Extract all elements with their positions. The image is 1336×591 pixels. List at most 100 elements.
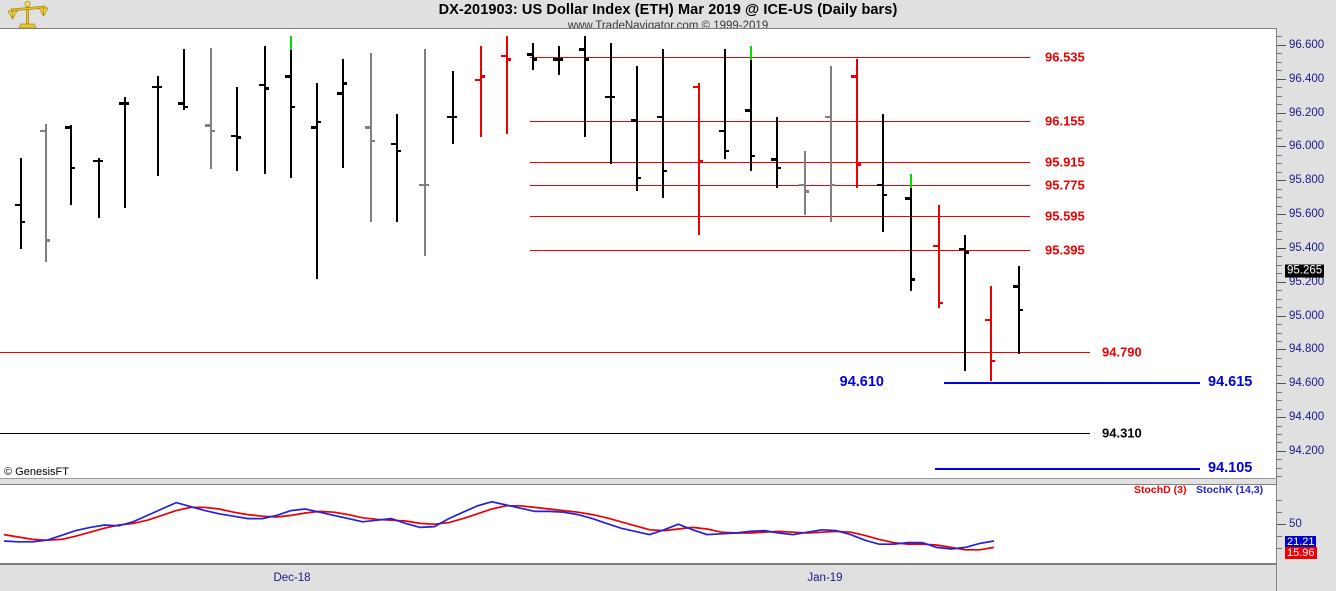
ohlc-bar[interactable] (231, 29, 242, 478)
level-line[interactable] (530, 56, 1030, 58)
ohlc-bar[interactable] (40, 29, 51, 478)
ohlc-bar[interactable] (877, 29, 888, 478)
price-chart-pane[interactable]: 96.535 96.155 95.915 95.775 95.595 95.395 94.7… (0, 28, 1276, 478)
ohlc-bar[interactable] (285, 29, 296, 478)
level-label[interactable]: 95.775 (1045, 177, 1085, 193)
axis-minor-tick (1277, 400, 1282, 402)
bar-high-low (938, 204, 941, 309)
ohlc-bar[interactable] (693, 29, 704, 478)
axis-tick (1277, 214, 1286, 216)
bar-high-low (70, 125, 73, 205)
stoch-k-value-marker[interactable]: 21.21 (1285, 536, 1316, 549)
level-label[interactable]: 95.595 (1045, 208, 1085, 224)
ohlc-bar[interactable] (527, 29, 538, 478)
bar-high-low (98, 157, 101, 219)
axis-minor-tick (1277, 171, 1282, 173)
ohlc-bar[interactable] (985, 29, 996, 478)
ohlc-bar[interactable] (337, 29, 348, 478)
level-line[interactable] (935, 468, 1200, 470)
ohlc-bar[interactable] (745, 29, 756, 478)
level-label[interactable]: 95.915 (1045, 154, 1085, 170)
bar-high-low (804, 150, 807, 216)
level-label[interactable]: 96.155 (1045, 113, 1085, 129)
bar-close-tick (45, 239, 51, 242)
bar-high-low (396, 113, 399, 222)
ohlc-bar[interactable] (419, 29, 430, 478)
level-line[interactable] (0, 433, 1090, 435)
axis-tick (1277, 281, 1286, 283)
bar-close-tick (750, 154, 756, 158)
genesis-watermark: © GenesisFT (4, 466, 69, 478)
stoch-d-value-marker[interactable]: 15.96 (1285, 547, 1317, 560)
ohlc-bar[interactable] (851, 29, 862, 478)
bar-close-tick (20, 220, 26, 224)
bar-open-tick (631, 119, 636, 122)
level-label[interactable]: 95.395 (1045, 242, 1085, 258)
ohlc-bar[interactable] (579, 29, 590, 478)
axis-minor-tick (1277, 70, 1282, 72)
axis-tick-label: 95.400 (1289, 241, 1325, 254)
bar-close-tick (724, 149, 730, 153)
bar-close-tick (610, 95, 616, 99)
ohlc-bar[interactable] (1013, 29, 1024, 478)
ohlc-bar[interactable] (365, 29, 376, 478)
ohlc-bar[interactable] (605, 29, 616, 478)
ohlc-bar[interactable] (205, 29, 216, 478)
level-line[interactable] (530, 121, 1030, 123)
ohlc-bar[interactable] (799, 29, 810, 478)
ohlc-bar[interactable] (719, 29, 730, 478)
ohlc-bar[interactable] (311, 29, 322, 478)
level-line[interactable] (0, 352, 1090, 354)
last-price-marker[interactable]: 95.265 (1285, 264, 1325, 278)
level-label-left[interactable]: 94.610 (839, 373, 884, 390)
bar-high-low (750, 45, 753, 172)
bar-open-tick (337, 92, 342, 95)
level-label[interactable]: 94.310 (1102, 425, 1142, 441)
chart-header: DX-201903: US Dollar Index (ETH) Mar 201… (0, 0, 1336, 32)
ohlc-bar[interactable] (259, 29, 270, 478)
level-label[interactable]: 94.790 (1102, 344, 1142, 360)
level-line[interactable] (530, 249, 1030, 251)
ohlc-bar[interactable] (93, 29, 104, 478)
level-line[interactable] (530, 215, 1030, 217)
axis-tick (1277, 417, 1286, 419)
ohlc-bar[interactable] (771, 29, 782, 478)
bar-open-tick (851, 75, 856, 78)
ohlc-bar[interactable] (178, 29, 189, 478)
axis-tick (1277, 247, 1286, 249)
date-axis[interactable]: Dec-18 Jan-19 (0, 564, 1276, 591)
ohlc-bar[interactable] (501, 29, 512, 478)
axis-minor-tick (1277, 256, 1282, 258)
bar-close-tick (532, 58, 538, 61)
level-line[interactable] (530, 161, 1030, 163)
price-axis[interactable]: 96.600 96.400 96.200 96.000 95.800 95.600 95.4… (1276, 28, 1336, 591)
ohlc-bar[interactable] (447, 29, 458, 478)
ohlc-bar[interactable] (152, 29, 163, 478)
ohlc-bar[interactable] (631, 29, 642, 478)
stoch-k-legend[interactable]: StochK (14,3) (1196, 484, 1264, 496)
stoch-d-legend[interactable]: StochD (3) (1134, 484, 1187, 496)
bar-close-tick (452, 115, 458, 119)
level-line[interactable] (944, 381, 1200, 384)
ohlc-bar[interactable] (391, 29, 402, 478)
bar-open-tick (311, 126, 316, 129)
bar-close-tick (636, 176, 642, 180)
ohlc-bar[interactable] (905, 29, 916, 478)
ohlc-bar[interactable] (553, 29, 564, 478)
ohlc-bar[interactable] (119, 29, 130, 478)
ohlc-bar[interactable] (475, 29, 486, 478)
ohlc-bar[interactable] (825, 29, 836, 478)
level-label[interactable]: 94.105 (1208, 460, 1253, 476)
ohlc-bar[interactable] (15, 29, 26, 478)
level-line[interactable] (530, 185, 1030, 187)
ohlc-bar[interactable] (65, 29, 76, 478)
bar-open-tick (93, 159, 98, 163)
level-label[interactable]: 96.535 (1045, 49, 1085, 65)
ohlc-bar[interactable] (657, 29, 668, 478)
stochastic-indicator-pane[interactable] (0, 484, 1276, 564)
ohlc-bar[interactable] (933, 29, 944, 478)
axis-minor-tick (1277, 340, 1282, 342)
ohlc-bar[interactable] (959, 29, 970, 478)
level-label[interactable]: 94.615 (1208, 373, 1253, 390)
